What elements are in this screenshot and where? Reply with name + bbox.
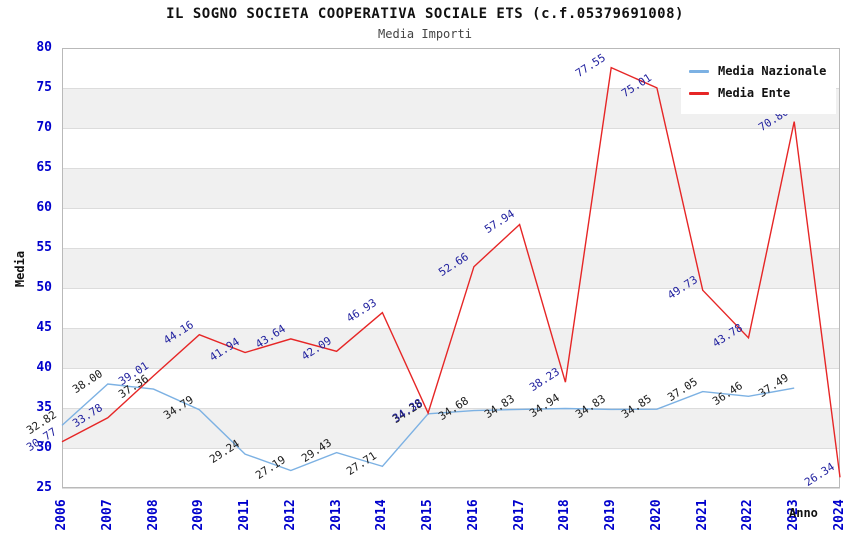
y-tick-label: 25 (36, 480, 52, 495)
y-tick-label: 50 (36, 280, 52, 295)
x-tick-label: 2008 (145, 499, 161, 531)
chart-title: IL SOGNO SOCIETA COOPERATIVA SOCIALE ETS… (166, 6, 684, 22)
x-axis-title: Anno (789, 506, 818, 520)
x-tick-label: 2006 (54, 499, 69, 531)
x-tick-label: 2015 (420, 499, 436, 531)
x-tick-label: 2019 (603, 499, 619, 531)
x-tick-label: 2021 (694, 499, 710, 531)
legend-item-media-ente: Media Ente (689, 86, 826, 100)
y-tick-label: 80 (36, 40, 52, 55)
y-tick-label: 30 (36, 440, 52, 455)
y-tick-label: 75 (36, 80, 52, 95)
legend-item-media-nazionale: Media Nazionale (689, 64, 826, 78)
chart-subtitle: Media Importi (378, 27, 472, 41)
x-tick-label: 2011 (237, 499, 253, 531)
y-tick-label: 35 (36, 400, 52, 415)
y-tick-label: 70 (36, 120, 52, 135)
x-tick-label: 2012 (282, 499, 298, 531)
x-tick-label: 2013 (328, 499, 344, 531)
y-tick-label: 60 (36, 200, 52, 215)
y-tick-label: 45 (36, 320, 52, 335)
x-tick-label: 2020 (648, 499, 664, 531)
y-tick-label: 40 (36, 360, 52, 375)
x-tick-label: 2017 (511, 499, 527, 531)
x-tick-label: 2016 (465, 499, 481, 531)
gridline (62, 488, 840, 489)
legend-label: Media Nazionale (718, 64, 827, 78)
y-tick-label: 65 (36, 160, 52, 175)
y-axis-title: Media (13, 250, 28, 288)
legend-label: Media Ente (718, 86, 791, 100)
x-tick-label: 2022 (740, 499, 756, 531)
x-tick-label: 2014 (374, 499, 390, 531)
x-tick-label: 2024 (832, 499, 847, 531)
nazionale-line-swatch-icon (689, 69, 709, 73)
x-tick-label: 2018 (557, 499, 573, 531)
x-tick-label: 2009 (191, 499, 207, 531)
ente-line-swatch-icon (689, 91, 709, 95)
legend: Media Nazionale Media Ente (681, 55, 837, 114)
x-tick-label: 2007 (99, 499, 115, 531)
y-tick-label: 55 (36, 240, 52, 255)
